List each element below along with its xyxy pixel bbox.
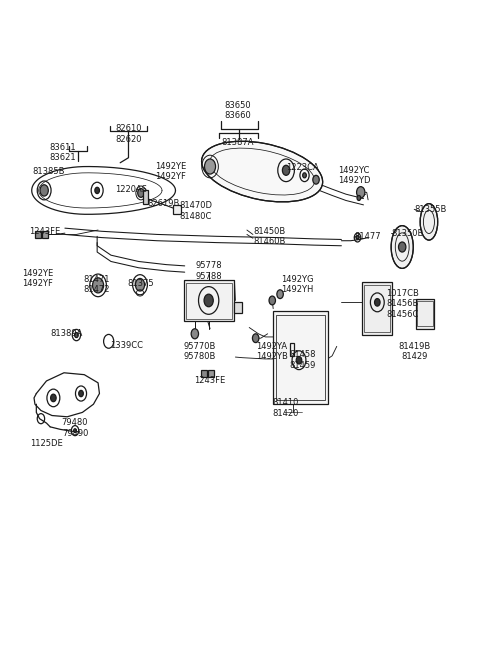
Text: 1492YG
1492YH: 1492YG 1492YH [281,275,314,295]
Circle shape [357,195,361,200]
Text: 81471
81472: 81471 81472 [83,275,109,295]
Ellipse shape [202,141,323,202]
Circle shape [296,356,302,364]
Text: 83650
83660: 83650 83660 [224,101,251,121]
Text: 81385B: 81385B [33,167,65,176]
Text: 79480
79490: 79480 79490 [62,419,88,438]
Bar [208,370,214,377]
Text: 1339CC: 1339CC [110,341,143,350]
Circle shape [374,299,380,306]
Bar [186,283,232,319]
Text: 81387A: 81387A [221,138,254,147]
Text: 81419B
81429: 81419B 81429 [398,342,430,361]
Text: 81389A: 81389A [50,329,83,338]
Text: 1492YE
1492YF: 1492YE 1492YF [155,162,186,181]
Text: 1017CB
81456B
81456C: 1017CB 81456B 81456C [386,289,420,318]
Bar [364,285,390,332]
Circle shape [204,294,213,307]
Text: 1243FE: 1243FE [194,377,226,385]
Text: 1220AS: 1220AS [116,185,147,194]
Text: 81450B
81460B: 81450B 81460B [253,227,285,246]
Text: 1492YC
1492YD: 1492YC 1492YD [338,166,370,185]
Circle shape [191,329,199,339]
Bar [234,302,242,313]
Circle shape [303,173,306,178]
Bar [290,343,294,356]
Text: 1492YA
1492YB: 1492YA 1492YB [256,342,288,361]
Circle shape [95,187,99,194]
Circle shape [356,236,359,240]
Bar [173,205,181,214]
Text: 1243FE: 1243FE [29,227,60,236]
Text: 81477: 81477 [354,232,381,241]
Circle shape [50,394,56,402]
Text: 95770B
95780B: 95770B 95780B [184,342,216,361]
Ellipse shape [420,204,438,240]
Text: 83611
83621: 83611 83621 [49,143,76,162]
Bar [201,370,207,377]
Text: 95778
95788: 95778 95788 [195,261,222,280]
Circle shape [252,334,259,343]
Bar [35,231,41,238]
Circle shape [277,290,283,299]
Text: 1223CA: 1223CA [286,162,319,172]
Bar [416,299,434,329]
Text: 82610
82620: 82610 82620 [115,124,142,143]
Circle shape [398,242,406,252]
Circle shape [204,159,216,174]
Bar [418,301,433,326]
Text: 81355B: 81355B [414,205,446,214]
Text: 81350B: 81350B [391,229,423,238]
Bar [143,190,148,204]
Bar [276,315,325,400]
Circle shape [74,333,78,337]
Circle shape [93,278,104,293]
Text: 1492YE
1492YF: 1492YE 1492YF [23,269,54,288]
Circle shape [357,187,365,198]
Bar [184,280,234,321]
Circle shape [282,165,290,176]
Text: 81458
81459: 81458 81459 [290,350,316,370]
Circle shape [138,189,144,197]
Text: 82619B: 82619B [147,199,180,208]
Circle shape [269,296,276,305]
Bar [42,231,48,238]
Bar [362,282,392,335]
Text: 1125DE: 1125DE [30,440,63,448]
Ellipse shape [391,225,413,269]
Text: 81410
81420: 81410 81420 [272,398,299,418]
Circle shape [73,429,76,432]
Circle shape [40,185,48,196]
Text: 81375: 81375 [128,279,154,288]
Text: 81470D
81480C: 81470D 81480C [179,202,212,221]
Circle shape [313,176,319,184]
Circle shape [79,390,84,397]
Circle shape [135,278,144,291]
Bar [273,311,327,404]
